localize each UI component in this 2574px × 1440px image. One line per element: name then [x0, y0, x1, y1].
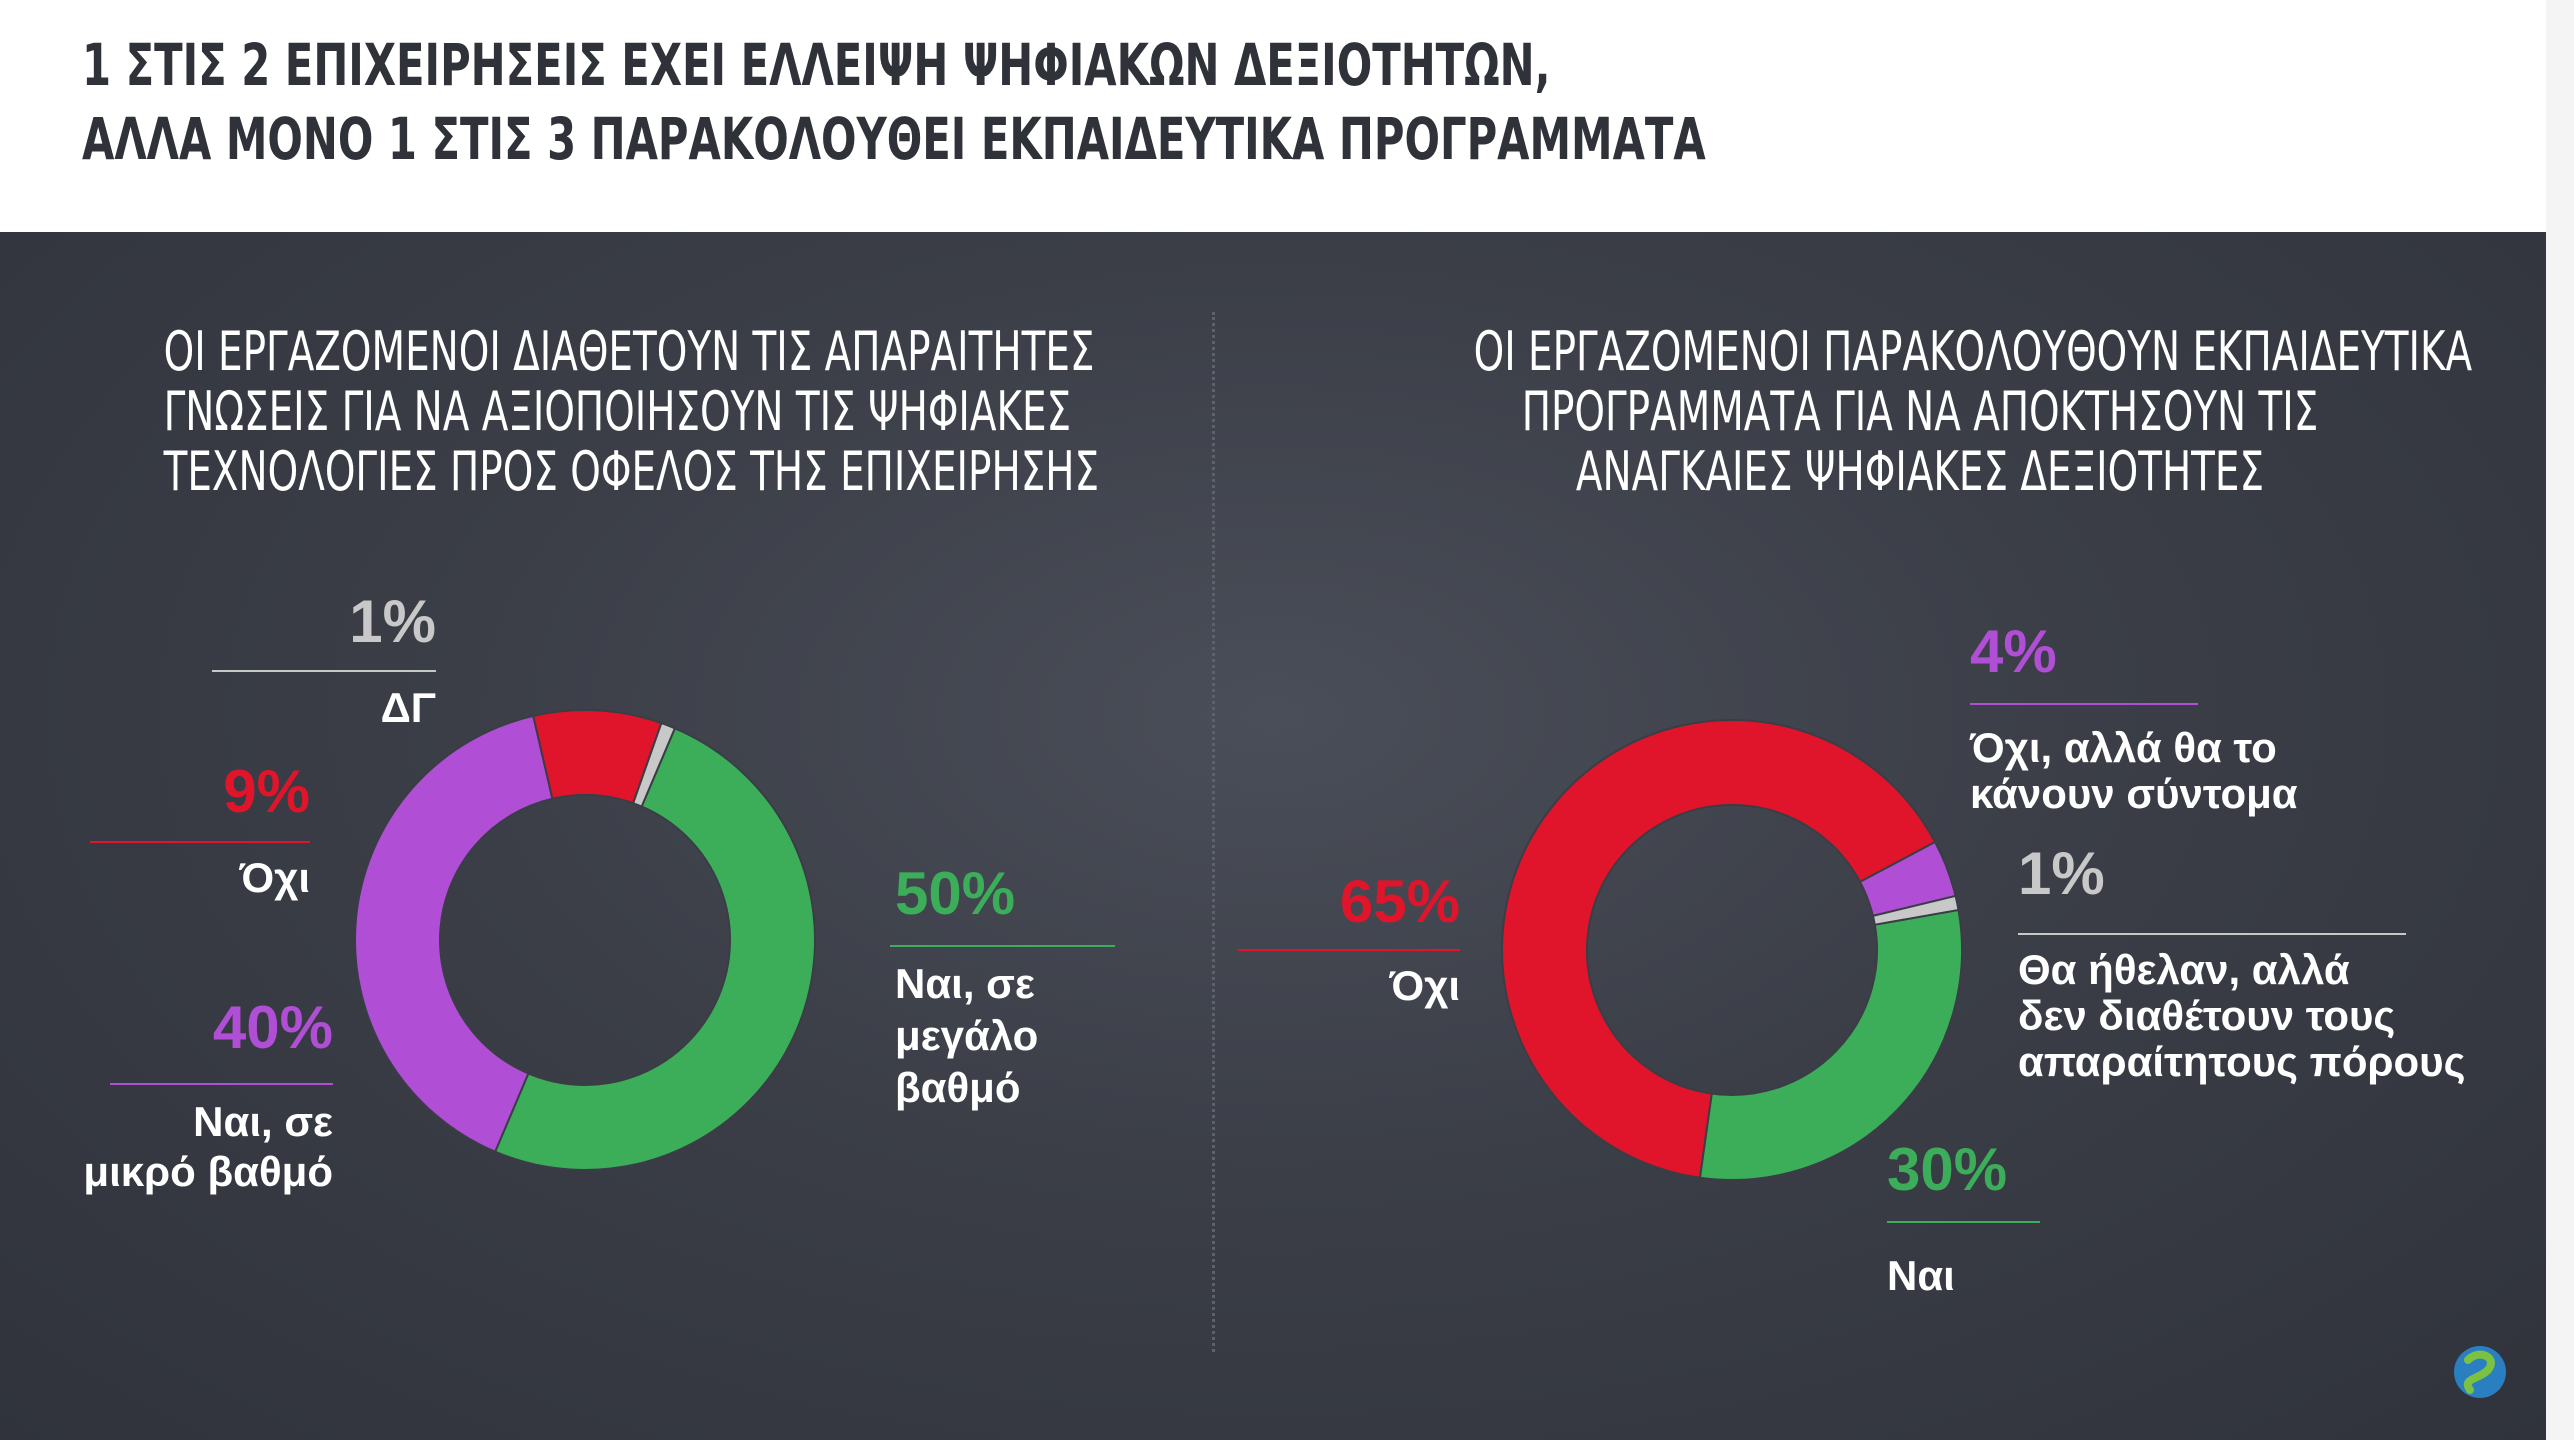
chart-right-title-line-1: ΟΙ ΕΡΓΑΖΟΜΕΝΟΙ ΠΑΡΑΚΟΛΟΥΘΟΥΝ ΕΚΠΑΙΔΕΥΤΙΚ…	[1473, 320, 2473, 383]
chart-right-title: ΟΙ ΕΡΓΑΖΟΜΕΝΟΙ ΠΑΡΑΚΟΛΟΥΘΟΥΝ ΕΚΠΑΙΔΕΥΤΙΚ…	[1473, 320, 2473, 503]
slide-title-line-2: ΑΛΛΑ ΜΟΝΟ 1 ΣΤΙΣ 3 ΠΑΡΑΚΟΛΟΥΘΕΙ ΕΚΠΑΙΔΕΥ…	[82, 105, 1706, 173]
charts-panel: ΟΙ ΕΡΓΑΖΟΜΕΝΟΙ ΔΙΑΘΕΤΟΥΝ ΤΙΣ ΑΠΑΡΑΙΤΗΤΕΣ…	[0, 232, 2546, 1440]
slide-title-line-1: 1 ΣΤΙΣ 2 ΕΠΙΧΕΙΡΗΣΕΙΣ ΕΧΕΙ ΕΛΛΕΙΨΗ ΨΗΦΙΑ…	[82, 31, 1551, 99]
chart-right-title-line-3: ΑΝΑΓΚΑΙΕΣ ΨΗΦΙΑΚΕΣ ΔΕΞΙΟΤΗΤΕΣ	[1575, 440, 2265, 503]
chart-1-category-label-0-0: Όχι	[1389, 962, 1461, 1009]
chart-1-category-label-1-0: Όχι, αλλά θα το	[1969, 724, 2277, 771]
chart-0-category-label-2-0: Όχι	[239, 854, 311, 901]
chart-0-category-label-0-0: Ναι, σε	[895, 960, 1035, 1007]
chart-0-slice-1	[354, 714, 554, 1154]
chart-0-slice-0	[493, 726, 816, 1171]
slide-header: 1 ΣΤΙΣ 2 ΕΠΙΧΕΙΡΗΣΕΙΣ ΕΧΕΙ ΕΛΛΕΙΨΗ ΨΗΦΙΑ…	[0, 0, 2546, 232]
chart-0-category-label-3-0: ΔΓ	[381, 684, 436, 731]
chart-0-category-label-1-1: μικρό βαθμό	[83, 1148, 333, 1195]
chart-1-pct-label-3: 30%	[1887, 1136, 2007, 1203]
chart-1-category-label-2-0: Θα ήθελαν, αλλά	[2018, 946, 2350, 993]
company-logo-icon	[2454, 1346, 2506, 1398]
chart-1-slice-0	[1501, 719, 1937, 1179]
chart-left-title: ΟΙ ΕΡΓΑΖΟΜΕΝΟΙ ΔΙΑΘΕΤΟΥΝ ΤΙΣ ΑΠΑΡΑΙΤΗΤΕΣ…	[163, 320, 1100, 503]
chart-0-slice-3	[631, 721, 677, 808]
chart-0-pct-label-1: 40%	[213, 994, 333, 1061]
chart-1-pct-label-0: 65%	[1340, 868, 1460, 935]
chart-left-title-line-2: ΓΝΩΣΕΙΣ ΓΙΑ ΝΑ ΑΞΙΟΠΟΙΗΣΟΥΝ ΤΙΣ ΨΗΦΙΑΚΕΣ	[163, 380, 1072, 443]
chart-0-pct-label-3: 1%	[349, 588, 436, 655]
chart-0-pct-label-0: 50%	[895, 860, 1015, 927]
chart-1-category-label-1-1: κάνουν σύντομα	[1970, 770, 2298, 817]
chart-0-category-label-1-0: Ναι, σε	[193, 1098, 333, 1145]
chart-0-pct-label-2: 9%	[223, 758, 310, 825]
chart-1-slice-3	[1698, 908, 1963, 1181]
chart-0-category-label-0-2: βαθμό	[895, 1064, 1021, 1111]
chart-left-title-line-3: ΤΕΧΝΟΛΟΓΙΕΣ ΠΡΟΣ ΟΦΕΛΟΣ ΤΗΣ ΕΠΙΧΕΙΡΗΣΗΣ	[163, 440, 1100, 503]
chart-1-category-label-3-0: Ναι	[1887, 1252, 1955, 1299]
chart-0-category-label-0-1: μεγάλο	[895, 1012, 1038, 1059]
chart-1-category-label-2-2: απαραίτητους πόρους	[2018, 1038, 2465, 1085]
chart-1-category-label-2-1: δεν διαθέτουν τους	[2018, 992, 2395, 1039]
slide-title: 1 ΣΤΙΣ 2 ΕΠΙΧΕΙΡΗΣΕΙΣ ΕΧΕΙ ΕΛΛΕΙΨΗ ΨΗΦΙΑ…	[82, 28, 1706, 176]
chart-right-title-line-2: ΠΡΟΓΡΑΜΜΑΤΑ ΓΙΑ ΝΑ ΑΠΟΚΤΗΣΟΥΝ ΤΙΣ	[1521, 380, 2319, 443]
panel-divider	[1212, 312, 1215, 1352]
chart-1-pct-label-2: 1%	[2018, 840, 2105, 907]
chart-1-pct-label-1: 4%	[1970, 618, 2057, 685]
chart-left-title-line-1: ΟΙ ΕΡΓΑΖΟΜΕΝΟΙ ΔΙΑΘΕΤΟΥΝ ΤΙΣ ΑΠΑΡΑΙΤΗΤΕΣ	[163, 320, 1095, 383]
